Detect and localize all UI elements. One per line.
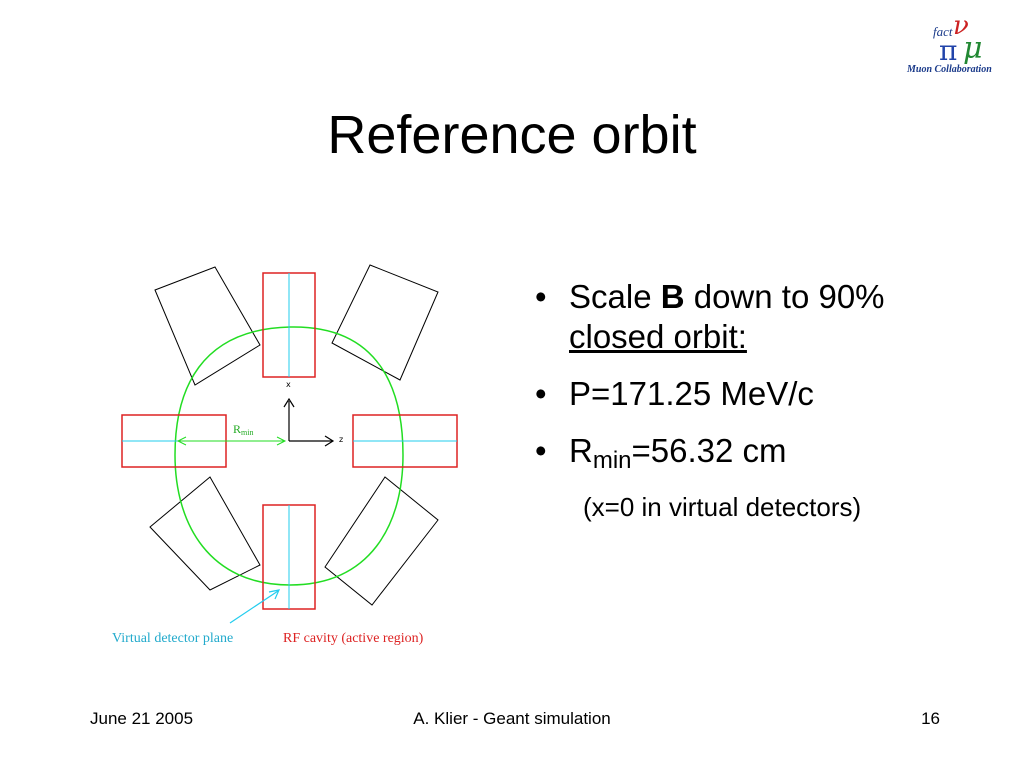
closed-orbit — [174, 326, 404, 586]
collaboration-logo: fact ν π μ Muon Collaboration — [906, 11, 992, 75]
closed-orbit-label: closed orbit: — [569, 318, 747, 355]
bullet-momentum: • P=171.25 MeV/c — [535, 375, 814, 412]
rmin-label: Rmin — [233, 422, 253, 437]
bullet-dot: • — [535, 375, 547, 412]
magnet-bottom-right — [324, 476, 439, 606]
footer-page-number: 16 — [921, 709, 940, 728]
nu-glyph: ν — [953, 11, 969, 41]
logo-text: Muon Collaboration — [906, 64, 992, 75]
orbit-diagram: x z Rmin — [121, 264, 458, 624]
detector-pointer — [229, 590, 279, 624]
bullet-rmin: • Rmin=56.32 cm — [535, 432, 787, 474]
axis-x-label: x — [286, 380, 291, 389]
bullet-dot: • — [535, 432, 547, 469]
mu-glyph: μ — [963, 31, 983, 66]
bullet-list: • Scale B down to 90% closed orbit: • P=… — [535, 277, 1005, 498]
caption-detector: Virtual detector plane — [112, 631, 234, 646]
magnet-bottom-left — [149, 476, 261, 591]
pi-glyph: π — [939, 34, 957, 67]
magnet-top-left — [154, 266, 261, 386]
coordinate-axes: x z — [283, 380, 343, 447]
bullet-note: (x=0 in virtual detectors) — [583, 492, 862, 522]
footer-author: A. Klier - Geant simulation — [413, 709, 611, 728]
rmin-indicator: Rmin — [176, 422, 287, 446]
footer-date: June 21 2005 — [90, 709, 194, 728]
caption-cavity: RF cavity (active region) — [283, 631, 424, 646]
logo-word: fact — [933, 24, 953, 39]
magnet-top-right — [331, 264, 439, 381]
axis-z-label: z — [339, 435, 343, 444]
bullet-dot: • — [535, 278, 547, 315]
bullet-scale: • Scale B down to 90% closed orbit: — [535, 278, 885, 355]
page-title: Reference orbit — [327, 105, 697, 165]
